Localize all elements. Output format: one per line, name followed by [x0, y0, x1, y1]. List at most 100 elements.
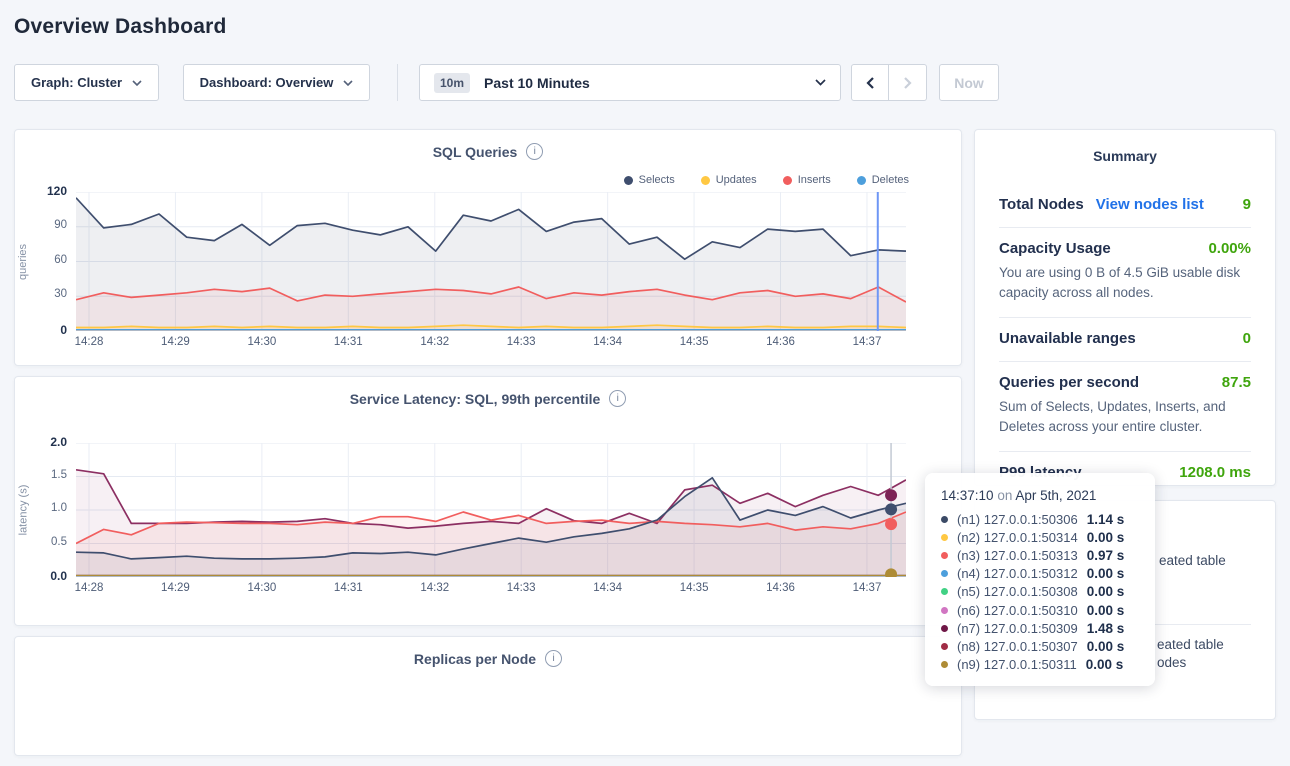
- x-axis-tick: 14:30: [247, 582, 277, 594]
- tooltip-node-address: (n2) 127.0.0.1:50314: [957, 529, 1078, 545]
- tooltip-row: (n9) 127.0.0.1:50311 0.00 s: [941, 656, 1139, 674]
- series-color-dot: [782, 175, 792, 185]
- chevron-left-icon: [866, 76, 874, 89]
- tooltip-node-address: (n8) 127.0.0.1:50307: [957, 638, 1078, 654]
- tooltip-row: (n4) 127.0.0.1:50312 0.00 s: [941, 565, 1139, 583]
- replicas-per-node-chart-card: Replicas per Node i: [14, 636, 962, 756]
- x-axis-tick: 14:31: [333, 336, 363, 348]
- x-axis-tick: 14:32: [420, 336, 450, 348]
- x-axis: 14:28 14:29 14:30 14:31 14:32 14:33 14:34 14:35…: [75, 582, 906, 600]
- service-latency-chart-card: Service Latency: SQL, 99th percentile i …: [14, 376, 962, 626]
- graph-dropdown-label: Graph: Cluster: [30, 75, 122, 90]
- series-color-dot: [700, 175, 710, 185]
- y-axis-tick: 90: [54, 218, 67, 231]
- summary-row-description: Sum of Selects, Updates, Inserts, and De…: [999, 399, 1226, 434]
- summary-rows: Total Nodes View nodes list 9 Capacity Usag…: [975, 184, 1275, 485]
- tooltip-node-value: 0.00 s: [1086, 638, 1125, 654]
- legend-item-inserts[interactable]: Inserts: [782, 174, 831, 186]
- dashboard-dropdown-label: Dashboard: Overview: [199, 75, 334, 90]
- overview-dashboard-page: Overview Dashboard Graph: Cluster Dashbo…: [14, 15, 1276, 756]
- chart-canvas[interactable]: [76, 192, 906, 331]
- time-range-selector[interactable]: 10m Past 10 Minutes: [419, 64, 841, 101]
- info-icon[interactable]: i: [545, 650, 563, 667]
- tooltip-node-value: 0.00 s: [1085, 657, 1124, 673]
- tooltip-node-address: (n3) 127.0.0.1:50313: [957, 547, 1078, 563]
- summary-row: Queries per second 87.5 Sum of Selects, Up…: [999, 361, 1251, 451]
- chart-title: SQL Queries: [432, 143, 518, 160]
- y-axis-tick: 0.5: [51, 535, 67, 548]
- chevron-down-icon: [132, 79, 142, 86]
- x-axis-tick: 14:36: [766, 582, 795, 594]
- x-axis-tick: 14:35: [679, 336, 709, 348]
- tooltip-node-address: (n7) 127.0.0.1:50309: [957, 620, 1078, 636]
- summary-row-label: Unavailable ranges: [999, 330, 1136, 347]
- vertical-divider: [397, 64, 398, 101]
- summary-row-value: 0.00%: [1208, 240, 1251, 257]
- sql-queries-chart-card: SQL Queries i Selects Updates Inserts Delet…: [14, 129, 962, 366]
- chevron-down-icon: [815, 79, 826, 86]
- chart-title-row: SQL Queries i: [15, 130, 961, 160]
- tooltip-node-value: 1.48 s: [1086, 620, 1125, 636]
- dashboard-dropdown[interactable]: Dashboard: Overview: [183, 64, 370, 101]
- legend-item-selects[interactable]: Selects: [623, 174, 675, 186]
- tooltip-node-address: (n5) 127.0.0.1:50308: [957, 584, 1078, 600]
- x-axis-tick: 14:33: [506, 336, 536, 348]
- legend-label: Inserts: [797, 174, 831, 186]
- chart-hover-tooltip: 14:37:10 on Apr 5th, 2021 (n1) 127.0.0.1…: [925, 473, 1155, 686]
- tooltip-row: (n2) 127.0.0.1:50314 0.00 s: [941, 528, 1139, 546]
- graph-dropdown[interactable]: Graph: Cluster: [14, 64, 159, 101]
- summary-row-value: 1208.0 ms: [1179, 464, 1251, 481]
- x-axis-tick: 14:34: [593, 336, 623, 348]
- chart-title: Replicas per Node: [413, 650, 537, 667]
- y-axis-tick: 1.5: [51, 468, 67, 481]
- chart-title-row: Replicas per Node i: [15, 637, 961, 667]
- tooltip-row: (n1) 127.0.0.1:50306 1.14 s: [941, 510, 1139, 528]
- x-axis-tick: 14:28: [74, 336, 104, 348]
- series-color-dot: [941, 642, 948, 650]
- x-axis-tick: 14:34: [593, 582, 623, 594]
- y-axis-tick: 1.0: [51, 502, 67, 514]
- tooltip-rows: (n1) 127.0.0.1:50306 1.14 s (n2) 127.0.0.1…: [941, 510, 1139, 674]
- y-axis-tick: 0: [60, 323, 67, 337]
- legend-item-updates[interactable]: Updates: [700, 174, 757, 186]
- event-text-fragment: eated table: [1159, 553, 1226, 568]
- time-prev-button[interactable]: [851, 64, 889, 101]
- view-nodes-link[interactable]: View nodes list: [1095, 196, 1204, 213]
- summary-panel: Summary Total Nodes View nodes list 9 Capac…: [974, 129, 1276, 486]
- y-axis-tick: 0.0: [50, 569, 67, 583]
- chart-title: Service Latency: SQL, 99th percentile: [349, 390, 601, 407]
- tooltip-timestamp: 14:37:10 on Apr 5th, 2021: [941, 488, 1097, 503]
- now-button[interactable]: Now: [939, 64, 999, 101]
- x-axis-tick: 14:37: [852, 582, 882, 594]
- series-color-dot: [623, 175, 633, 185]
- y-axis-tick: 2.0: [50, 435, 67, 449]
- summary-row-label: Total Nodes: [999, 196, 1084, 213]
- summary-row-description: You are using 0 B of 4.5 GiB usable disk…: [999, 265, 1241, 300]
- x-axis-tick: 14:37: [852, 336, 882, 348]
- x-axis-tick: 14:28: [74, 582, 104, 594]
- tooltip-node-value: 0.00 s: [1086, 602, 1125, 618]
- tooltip-node-value: 0.97 s: [1086, 547, 1125, 563]
- summary-row-value: 0: [1242, 330, 1251, 347]
- legend-label: Updates: [715, 174, 757, 186]
- tooltip-node-value: 0.00 s: [1086, 529, 1125, 545]
- series-color-dot: [941, 588, 948, 596]
- series-color-dot: [941, 551, 948, 559]
- chart-canvas[interactable]: [76, 443, 906, 577]
- event-text-fragment: eated table: [1157, 637, 1224, 652]
- summary-row-label: Capacity Usage: [999, 240, 1111, 257]
- time-next-button[interactable]: [889, 64, 927, 101]
- series-color-dot: [941, 661, 948, 669]
- series-color-dot: [941, 624, 948, 632]
- info-icon[interactable]: i: [526, 143, 544, 160]
- y-axis-tick: 120: [46, 184, 67, 198]
- hover-data-dot: [885, 489, 898, 502]
- tooltip-node-value: 0.00 s: [1086, 584, 1125, 600]
- x-axis-tick: 14:30: [247, 336, 277, 348]
- x-axis: 14:28 14:29 14:30 14:31 14:32 14:33 14:34 14:35…: [75, 336, 906, 354]
- hover-data-dot: [885, 568, 898, 577]
- legend-item-deletes[interactable]: Deletes: [856, 174, 909, 186]
- series-color-dot: [941, 533, 948, 541]
- tooltip-node-value: 1.14 s: [1086, 511, 1125, 527]
- info-icon[interactable]: i: [609, 390, 627, 407]
